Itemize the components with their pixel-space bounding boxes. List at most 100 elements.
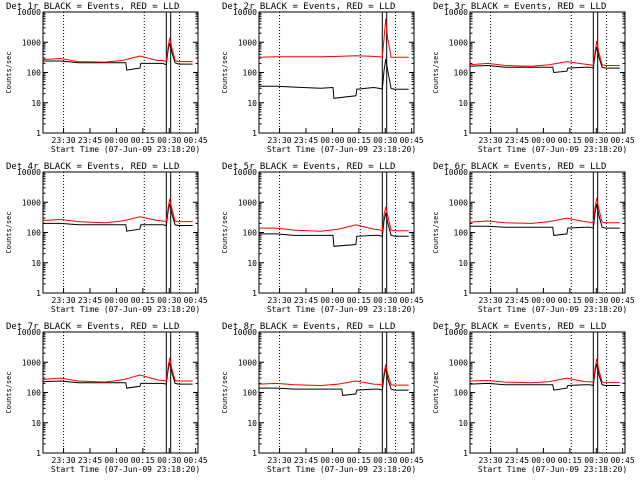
x-axis-label: Start Time (07-Jun-09 23:18:20) [478, 465, 627, 474]
y-tick-label: 10 [458, 419, 468, 428]
y-tick-label: 1000 [22, 358, 41, 367]
plot-frame [469, 171, 626, 294]
plot-frame [42, 331, 199, 454]
x-tick-label: 00:15 [558, 456, 582, 465]
x-tick-label: 00:45 [184, 296, 208, 305]
y-tick-label: 1000 [449, 358, 468, 367]
y-tick-label: 10 [31, 419, 41, 428]
x-tick-label: 23:45 [78, 136, 102, 145]
events-series-line [42, 362, 193, 389]
x-tick-label: 00:45 [611, 136, 635, 145]
panel-det-5r: Det 5r BLACK = Events, RED = LLD 1 10 100 10… [221, 162, 424, 314]
y-tick-label: 1000 [449, 38, 468, 47]
x-tick-label: 00:45 [400, 136, 424, 145]
events-series-line [470, 203, 620, 236]
lld-series-line [469, 358, 620, 384]
panel-det-2r: Det 2r BLACK = Events, RED = LLD 1 10 100 10… [221, 2, 424, 154]
y-tick-label: 10000 [444, 8, 468, 17]
x-tick-label: 23:30 [479, 456, 503, 465]
panel-det-7r: Det 7r BLACK = Events, RED = LLD 1 10 100 10… [5, 322, 208, 474]
y-tick-label: 1000 [238, 358, 257, 367]
panel-det-1r: Det 1r BLACK = Events, RED = LLD 1 10 100 10… [5, 2, 208, 154]
x-tick-label: 23:45 [294, 136, 318, 145]
plot-frame [258, 331, 415, 454]
x-axis-label: Start Time (07-Jun-09 23:18:20) [51, 145, 200, 154]
x-tick-label: 23:45 [294, 456, 318, 465]
x-tick-label: 23:30 [268, 456, 292, 465]
x-tick-label: 23:45 [505, 136, 529, 145]
y-tick-label: 1000 [22, 198, 41, 207]
y-axis-label: Counts/sec [221, 51, 229, 93]
y-tick-label: 100 [27, 69, 42, 78]
x-axis-label: Start Time (07-Jun-09 23:18:20) [478, 145, 627, 154]
lld-series-line [259, 206, 409, 232]
panel-det-3r: Det 3r BLACK = Events, RED = LLD 1 10 100 10… [432, 2, 635, 154]
events-series-line [43, 203, 193, 232]
panel-title: Det 4r BLACK = Events, RED = LLD [6, 162, 179, 172]
x-tick-label: 23:30 [479, 136, 503, 145]
x-tick-label: 23:45 [505, 456, 529, 465]
y-tick-label: 1 [36, 289, 41, 298]
x-tick-label: 00:45 [184, 136, 208, 145]
x-tick-label: 23:30 [52, 456, 76, 465]
x-tick-label: 00:30 [584, 456, 608, 465]
x-tick-label: 00:00 [104, 296, 128, 305]
y-tick-label: 10000 [444, 328, 468, 337]
x-tick-label: 00:00 [104, 136, 128, 145]
plot-frame [258, 11, 415, 134]
panel-title: Det 6r BLACK = Events, RED = LLD [433, 162, 606, 172]
y-axis-label: Counts/sec [5, 371, 13, 413]
x-tick-label: 00:00 [104, 456, 128, 465]
panel-det-4r: Det 4r BLACK = Events, RED = LLD 1 10 100 10… [5, 162, 208, 314]
x-tick-label: 00:30 [584, 296, 608, 305]
panel-title: Det 1r BLACK = Events, RED = LLD [6, 2, 179, 12]
plot-frame [42, 11, 199, 134]
x-axis-label: Start Time (07-Jun-09 23:18:20) [478, 305, 627, 314]
panel-title: Det 2r BLACK = Events, RED = LLD [222, 2, 395, 12]
lld-series-line [42, 37, 193, 63]
y-tick-label: 100 [454, 69, 469, 78]
y-tick-label: 100 [243, 389, 258, 398]
y-axis-label: Counts/sec [432, 371, 440, 413]
y-tick-label: 1000 [238, 198, 257, 207]
y-tick-label: 10000 [233, 8, 257, 17]
events-series-line [469, 363, 620, 391]
x-tick-label: 00:15 [347, 456, 371, 465]
x-axis-label: Start Time (07-Jun-09 23:18:20) [267, 465, 416, 474]
x-tick-label: 00:30 [157, 296, 181, 305]
x-tick-label: 00:00 [531, 136, 555, 145]
x-tick-label: 23:30 [479, 296, 503, 305]
x-tick-label: 23:45 [78, 456, 102, 465]
panel-title: Det 7r BLACK = Events, RED = LLD [6, 322, 179, 332]
y-tick-label: 10 [247, 99, 257, 108]
plot-frame [469, 331, 626, 454]
y-axis-label: Counts/sec [221, 371, 229, 413]
x-tick-label: 00:15 [131, 296, 155, 305]
y-tick-label: 1 [252, 129, 257, 138]
y-tick-label: 100 [454, 229, 469, 238]
panel-title: Det 8r BLACK = Events, RED = LLD [222, 322, 395, 332]
x-tick-label: 00:30 [157, 456, 181, 465]
x-tick-label: 23:30 [268, 136, 292, 145]
y-tick-label: 100 [27, 389, 42, 398]
lld-series-line [469, 197, 620, 224]
x-tick-label: 00:30 [584, 136, 608, 145]
x-tick-label: 00:45 [400, 296, 424, 305]
y-tick-label: 100 [454, 389, 469, 398]
panel-det-6r: Det 6r BLACK = Events, RED = LLD 1 10 100 10… [432, 162, 635, 314]
lld-series-line [469, 40, 620, 67]
y-axis-label: Counts/sec [5, 211, 13, 253]
x-tick-label: 23:30 [52, 296, 76, 305]
y-axis-label: Counts/sec [5, 51, 13, 93]
x-tick-label: 00:30 [373, 296, 397, 305]
panel-title: Det 5r BLACK = Events, RED = LLD [222, 162, 395, 172]
x-tick-label: 00:00 [320, 136, 344, 145]
x-tick-label: 00:30 [373, 136, 397, 145]
y-tick-label: 1 [36, 129, 41, 138]
y-tick-label: 1 [463, 129, 468, 138]
y-tick-label: 1 [252, 449, 257, 458]
panel-title: Det 9r BLACK = Events, RED = LLD [433, 322, 606, 332]
y-tick-label: 1 [36, 449, 41, 458]
panel-title: Det 3r BLACK = Events, RED = LLD [433, 2, 606, 12]
x-tick-label: 23:30 [268, 296, 292, 305]
